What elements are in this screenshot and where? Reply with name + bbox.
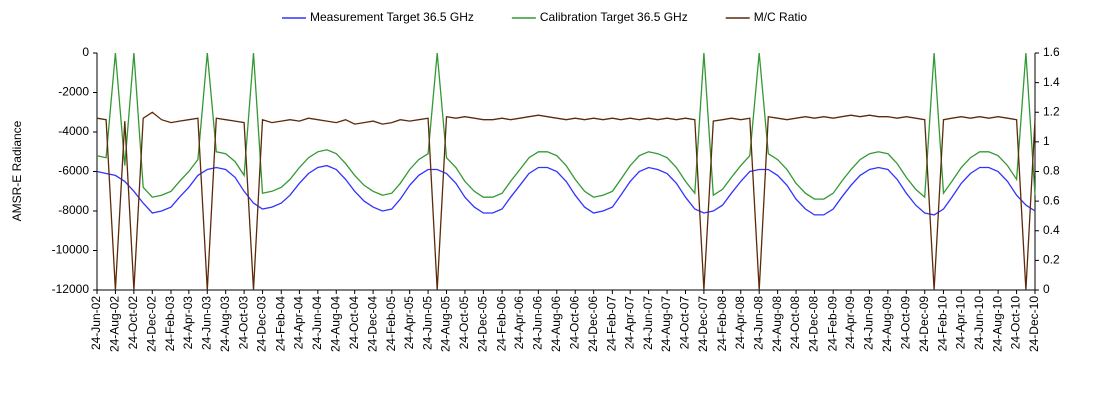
y2-tick-label: 0.2 — [1043, 253, 1060, 267]
y-tick-label: -2000 — [58, 85, 89, 99]
x-tick-label: 24-Oct-06 — [567, 296, 581, 350]
y-tick-label: -4000 — [58, 124, 89, 138]
x-tick-label: 24-Aug-09 — [880, 296, 894, 352]
x-tick-label: 24-Oct-08 — [788, 296, 802, 350]
x-tick-label: 24-Aug-04 — [328, 296, 342, 352]
y2-tick-label: 1.6 — [1043, 45, 1060, 59]
x-tick-label: 24-Feb-07 — [605, 296, 619, 352]
y2-tick-label: 1 — [1043, 134, 1050, 148]
x-tick-label: 24-Apr-09 — [843, 296, 857, 350]
x-tick-label: 24-Oct-09 — [898, 296, 912, 350]
x-tick-label: 24-Jun-08 — [751, 296, 765, 350]
x-tick-label: 24-Dec-09 — [917, 296, 931, 352]
x-tick-label: 24-Oct-02 — [126, 296, 140, 350]
x-tick-label: 24-Apr-04 — [292, 296, 306, 350]
x-tick-label: 24-Dec-03 — [255, 296, 269, 352]
x-tick-label: 24-Dec-05 — [476, 296, 490, 352]
x-tick-label: 24-Dec-04 — [365, 296, 379, 352]
x-tick-label: 24-Feb-03 — [163, 296, 177, 352]
x-tick-label: 24-Oct-03 — [236, 296, 250, 350]
x-tick-label: 24-Apr-10 — [953, 296, 967, 350]
x-tick-label: 24-Feb-08 — [715, 296, 729, 352]
y-tick-label: -6000 — [58, 164, 89, 178]
series-line — [96, 164, 1036, 216]
legend-label: Calibration Target 36.5 GHz — [540, 10, 688, 24]
y2-tick-label: 1.4 — [1043, 75, 1060, 89]
x-tick-label: 24-Oct-07 — [678, 296, 692, 350]
x-tick-label: 24-Aug-08 — [770, 296, 784, 352]
x-tick-label: 24-Apr-05 — [402, 296, 416, 350]
x-tick-label: 24-Jun-10 — [972, 296, 986, 350]
x-tick-label: 24-Feb-06 — [494, 296, 508, 352]
y-tick-label: -8000 — [58, 203, 89, 217]
x-tick-label: 24-Dec-02 — [144, 296, 158, 352]
x-tick-label: 24-Oct-04 — [347, 296, 361, 350]
y2-tick-label: 0.4 — [1043, 223, 1060, 237]
x-tick-label: 24-Dec-10 — [1027, 296, 1041, 352]
x-tick-label: 24-Oct-10 — [1009, 296, 1023, 350]
x-tick-label: 24-Apr-06 — [512, 296, 526, 350]
x-tick-label: 24-Aug-07 — [659, 296, 673, 352]
x-tick-label: 24-Dec-06 — [586, 296, 600, 352]
x-tick-label: 24-Feb-10 — [936, 296, 950, 352]
y2-tick-label: 0.6 — [1043, 193, 1060, 207]
x-tick-label: 24-Feb-05 — [384, 296, 398, 352]
y-axis-label: AMSR-E Radiance — [10, 120, 24, 221]
legend-label: M/C Ratio — [754, 10, 808, 24]
x-tick-label: 24-Feb-04 — [273, 296, 287, 352]
y-tick-label: -12000 — [52, 282, 90, 296]
x-tick-label: 24-Jun-05 — [420, 296, 434, 350]
x-tick-label: 24-Jun-02 — [89, 296, 103, 350]
x-tick-label: 24-Jun-09 — [862, 296, 876, 350]
x-tick-label: 24-Jun-07 — [641, 296, 655, 350]
x-tick-label: 24-Aug-05 — [439, 296, 453, 352]
y2-tick-label: 0 — [1043, 282, 1050, 296]
x-tick-label: 24-Oct-05 — [457, 296, 471, 350]
x-tick-label: 24-Dec-07 — [696, 296, 710, 352]
x-tick-label: 24-Aug-03 — [218, 296, 232, 352]
legend-label: Measurement Target 36.5 GHz — [310, 10, 474, 24]
y2-tick-label: 1.2 — [1043, 104, 1060, 118]
x-tick-label: 24-Jun-04 — [310, 296, 324, 350]
x-tick-label: 24-Jun-06 — [531, 296, 545, 350]
x-tick-label: 24-Aug-10 — [990, 296, 1004, 352]
x-tick-label: 24-Apr-03 — [181, 296, 195, 350]
y-tick-label: 0 — [82, 45, 89, 59]
x-tick-label: 24-Apr-08 — [733, 296, 747, 350]
x-tick-label: 24-Aug-06 — [549, 296, 563, 352]
x-tick-label: 24-Dec-08 — [807, 296, 821, 352]
series-line — [96, 111, 1036, 291]
x-tick-label: 24-Jun-03 — [199, 296, 213, 350]
x-tick-label: 24-Aug-02 — [108, 296, 122, 352]
x-tick-label: 24-Feb-09 — [825, 296, 839, 352]
y-tick-label: -10000 — [52, 243, 90, 257]
x-tick-label: 24-Apr-07 — [622, 296, 636, 350]
y2-tick-label: 0.8 — [1043, 164, 1060, 178]
series-line — [96, 52, 1036, 200]
